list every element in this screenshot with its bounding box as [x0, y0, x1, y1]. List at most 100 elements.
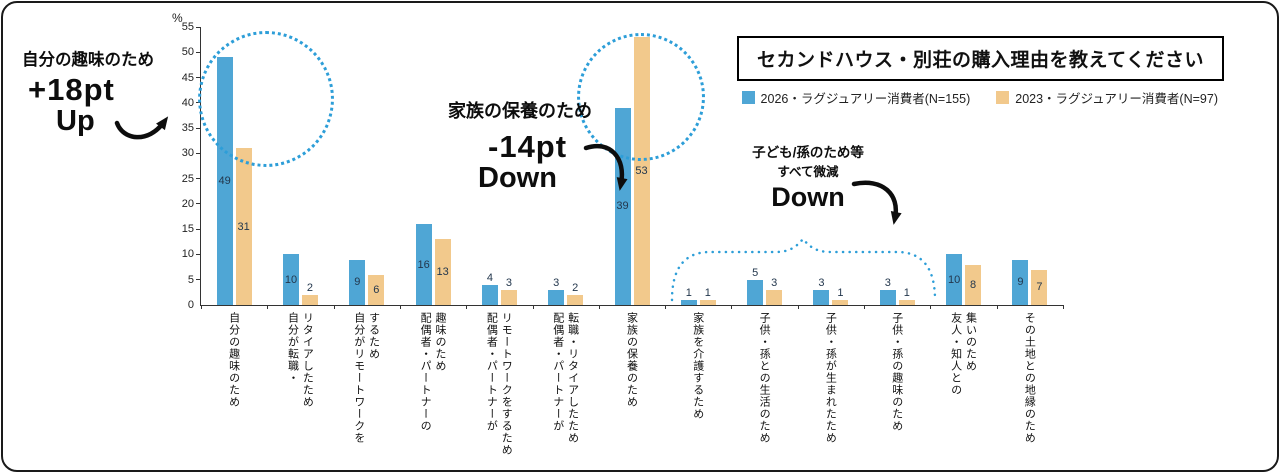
category-label: 配偶者・パートナーが 転職・リタイアしたため [532, 312, 598, 470]
annotation-category-label: 子ども/孫のため等 [752, 145, 864, 160]
bar-2023: 2 [567, 282, 584, 305]
y-axis-tick-label: 20 [181, 197, 194, 210]
bar-value-label: 10 [284, 273, 298, 286]
y-axis-tick-label: 55 [181, 21, 194, 33]
annotation-children-down: 子ども/孫のため等 すべて微減 Down [730, 141, 886, 213]
category-label-text: 配偶者・パートナーの 趣味のため [419, 312, 446, 432]
bar-value-label: 4 [486, 271, 493, 284]
y-axis-tick-label: 50 [181, 46, 194, 59]
x-axis-tick [665, 305, 667, 309]
legend-swatch [741, 91, 755, 104]
bar-value-label: 1 [903, 286, 910, 299]
category-label: 家族の保養のため [598, 312, 664, 470]
y-axis-tick [196, 178, 201, 180]
bar-2023: 1 [898, 287, 915, 305]
annotation-hobby-up: 自分の趣味のため +18pt Up [22, 46, 154, 138]
x-axis-tick [864, 305, 866, 309]
category-label-text: 家族を介護するため [691, 312, 704, 420]
category-label-text: 子供・孫が生まれたため [824, 312, 837, 444]
bar-2023: 2 [301, 282, 318, 305]
bar-value-label: 13 [436, 266, 449, 279]
bar-2023: 3 [500, 277, 517, 305]
x-axis-tick [201, 305, 202, 309]
x-axis-tick [267, 305, 269, 309]
bar-group: 10 2 [267, 27, 333, 305]
bar-2026: 4 [481, 272, 498, 305]
category-label: 子供・孫が生まれたため [797, 312, 863, 470]
x-axis-tick [333, 305, 335, 309]
x-axis-tick [399, 305, 401, 309]
y-axis-tick-label: 45 [181, 71, 194, 84]
curved-arrow-down-icon [851, 180, 902, 225]
bar-2023: 3 [766, 277, 783, 305]
category-label-text: 友人・知人との 集いのため [949, 312, 977, 396]
bar-2026: 10 [946, 254, 963, 305]
bar-value-label: 1 [704, 286, 711, 299]
x-axis-tick [930, 305, 932, 309]
category-label-text: 自分の趣味のため [227, 312, 240, 408]
y-axis-tick-label: 5 [187, 273, 194, 286]
bar-value-label: 39 [616, 200, 629, 213]
bar-2023: 8 [965, 264, 982, 305]
category-label-text: 自分がリモートワークを するため [352, 312, 380, 444]
bar-2026: 3 [879, 277, 896, 305]
bar-2023: 6 [368, 274, 385, 305]
annotation-subtext: すべて微減 [777, 165, 839, 179]
category-label: 自分が転職・ リタイアしたため [266, 312, 332, 470]
y-axis-tick-label: 15 [181, 223, 194, 236]
category-label: 配偶者・パートナーの 趣味のため [399, 312, 465, 470]
x-axis-tick [466, 305, 468, 309]
bar-2023: 1 [832, 287, 849, 305]
y-axis-tick-label: 35 [181, 122, 194, 135]
curved-arrow-down-icon [583, 144, 628, 191]
bar-2026: 16 [415, 224, 432, 305]
annotation-delta-value: +18pt [28, 72, 115, 107]
legend-label: 2026・ラグジュアリー消費者(N=155) [760, 92, 971, 106]
category-label: 配偶者・パートナーが リモートワークをするため [465, 312, 531, 470]
category-label-text: 配偶者・パートナーが リモートワークをするため [485, 312, 513, 456]
legend-item: 2026・ラグジュアリー消費者(N=155) [741, 88, 971, 107]
category-label: 自分の趣味のため [200, 312, 266, 470]
y-axis-tick-label: 25 [181, 172, 194, 185]
category-label-text: 子供・孫との生活のため [758, 312, 771, 444]
bar-value-label: 2 [306, 281, 314, 294]
annotation-category-label: 家族の保養のため [448, 101, 592, 121]
curved-arrow-up-icon [114, 116, 169, 140]
y-axis-tick [196, 127, 201, 129]
bar-value-label: 3 [818, 276, 825, 289]
category-label: 自分がリモートワークを するため [333, 312, 399, 470]
y-axis-tick-label: 30 [181, 147, 194, 160]
category-label: 子供・孫の趣味のため [863, 312, 929, 470]
category-label-text: その土地との地縁のため [1023, 312, 1036, 444]
bar-value-label: 3 [505, 276, 512, 289]
highlight-circle-hobby [198, 31, 334, 167]
category-label-text: 家族の保養のため [625, 312, 638, 408]
bar-value-label: 6 [373, 283, 380, 296]
y-axis-tick-label: 40 [181, 96, 194, 109]
category-label: その土地との地縁のため [996, 312, 1062, 470]
bar-value-label: 7 [1036, 281, 1043, 294]
bar-2026: 5 [747, 267, 764, 305]
annotation-category-label: 自分の趣味のため [22, 51, 154, 69]
y-axis-tick [196, 253, 201, 255]
bar-value-label: 3 [884, 276, 891, 289]
x-axis-category-labels: 自分の趣味のため 自分が転職・ リタイアしたため 自分がリモートワークを するため 配… [200, 312, 1062, 470]
y-axis-tick [196, 51, 201, 53]
bar-value-label: 31 [237, 220, 250, 233]
y-axis-tick-label: 0 [187, 299, 194, 311]
y-axis-tick [196, 26, 201, 28]
bar-value-label: 8 [970, 278, 977, 291]
bar-2026: 9 [349, 259, 366, 305]
y-axis-unit-label: % [172, 11, 183, 25]
bar-value-label: 2 [572, 281, 579, 294]
x-axis-tick [797, 305, 799, 309]
bar-2023: 1 [699, 287, 716, 305]
bar-2026: 10 [282, 254, 299, 305]
